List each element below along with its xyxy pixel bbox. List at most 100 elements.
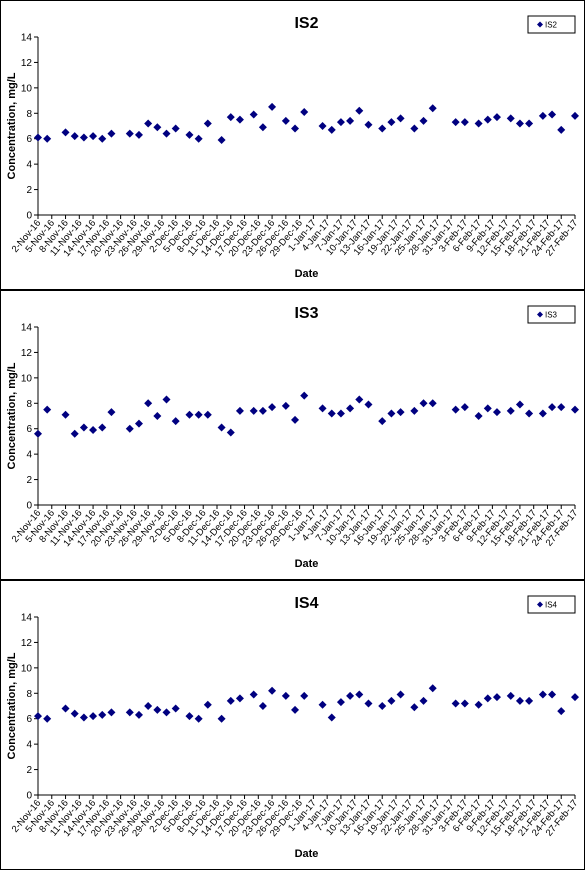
data-point bbox=[336, 118, 345, 127]
data-point bbox=[98, 423, 107, 432]
data-point bbox=[226, 113, 235, 122]
data-point bbox=[226, 696, 235, 705]
data-point bbox=[428, 684, 437, 693]
data-point bbox=[43, 405, 52, 414]
data-point bbox=[474, 119, 483, 128]
data-point bbox=[396, 114, 405, 123]
legend-label: IS4 bbox=[545, 601, 558, 610]
y-tick-label: 2 bbox=[26, 185, 32, 196]
data-point bbox=[378, 702, 387, 710]
data-point bbox=[291, 415, 300, 424]
y-tick-label: 6 bbox=[26, 134, 32, 145]
legend-marker bbox=[537, 601, 543, 608]
data-point bbox=[557, 707, 566, 716]
data-point bbox=[89, 425, 98, 434]
y-tick-label: 0 bbox=[26, 211, 32, 222]
y-tick-label: 2 bbox=[26, 765, 32, 776]
data-point bbox=[249, 110, 258, 119]
data-point bbox=[107, 708, 116, 717]
data-point bbox=[194, 410, 203, 419]
data-point bbox=[144, 119, 153, 128]
data-point bbox=[428, 104, 437, 113]
data-point bbox=[571, 111, 579, 120]
data-point bbox=[428, 399, 437, 408]
data-point bbox=[79, 713, 88, 722]
data-point bbox=[43, 714, 52, 723]
panel-border bbox=[0, 0, 585, 290]
chart-panel: IS3024681012142-Nov-165-Nov-168-Nov-1611… bbox=[0, 290, 585, 580]
data-point bbox=[318, 404, 327, 413]
y-tick-label: 10 bbox=[21, 663, 33, 674]
data-point bbox=[153, 412, 162, 420]
y-tick-label: 14 bbox=[21, 323, 33, 334]
data-point bbox=[171, 704, 180, 713]
data-point bbox=[410, 406, 419, 415]
y-tick-label: 2 bbox=[26, 475, 32, 486]
data-point bbox=[107, 129, 116, 138]
data-point bbox=[217, 714, 226, 723]
data-point bbox=[79, 423, 88, 432]
data-point bbox=[571, 693, 579, 702]
data-point bbox=[492, 113, 501, 122]
data-point bbox=[281, 401, 290, 410]
data-point bbox=[98, 710, 107, 719]
data-point bbox=[410, 124, 419, 133]
data-point bbox=[43, 134, 52, 143]
data-point bbox=[460, 699, 469, 708]
y-tick-label: 4 bbox=[26, 450, 32, 461]
data-point bbox=[492, 693, 501, 702]
data-point bbox=[185, 712, 194, 721]
data-point bbox=[419, 116, 428, 125]
legend-label: IS2 bbox=[545, 21, 558, 30]
y-tick-label: 6 bbox=[26, 714, 32, 725]
data-point bbox=[249, 690, 258, 699]
data-point bbox=[318, 700, 327, 709]
legend-box bbox=[527, 595, 576, 614]
y-tick-label: 8 bbox=[26, 399, 32, 410]
data-point bbox=[125, 424, 134, 433]
data-point bbox=[506, 114, 515, 123]
data-point bbox=[235, 694, 244, 703]
panel-border bbox=[0, 290, 585, 580]
data-point bbox=[171, 124, 180, 133]
data-point bbox=[327, 409, 336, 418]
y-tick-label: 14 bbox=[21, 613, 33, 624]
chart-title: IS3 bbox=[294, 305, 318, 322]
data-point bbox=[410, 703, 419, 712]
data-point bbox=[291, 124, 300, 133]
data-point bbox=[162, 395, 171, 404]
data-point bbox=[557, 125, 566, 134]
data-point bbox=[364, 120, 373, 129]
data-point bbox=[318, 122, 327, 130]
data-point bbox=[300, 391, 309, 400]
data-point bbox=[355, 106, 364, 115]
data-point bbox=[378, 124, 387, 133]
data-point bbox=[506, 691, 515, 700]
data-point bbox=[548, 110, 557, 119]
data-point bbox=[98, 134, 107, 143]
data-point bbox=[396, 690, 405, 699]
y-axis-title: Concentration, mg/L bbox=[6, 652, 18, 759]
data-point bbox=[185, 130, 194, 139]
data-point bbox=[483, 694, 492, 703]
data-point bbox=[460, 118, 469, 127]
data-point bbox=[300, 108, 309, 117]
data-point bbox=[185, 410, 194, 419]
data-point bbox=[451, 405, 460, 414]
y-tick-label: 0 bbox=[26, 501, 32, 512]
data-point bbox=[134, 130, 143, 139]
data-point bbox=[79, 133, 88, 142]
data-point bbox=[258, 123, 267, 132]
data-point bbox=[70, 429, 79, 438]
data-point bbox=[268, 403, 277, 412]
data-point bbox=[538, 111, 547, 120]
x-axis-title: Date bbox=[295, 268, 319, 280]
data-point bbox=[34, 429, 42, 438]
data-point bbox=[451, 118, 460, 127]
data-point bbox=[364, 400, 373, 409]
data-point bbox=[61, 704, 70, 713]
y-tick-label: 10 bbox=[21, 83, 33, 94]
data-point bbox=[249, 406, 258, 415]
data-point bbox=[226, 428, 235, 437]
data-point bbox=[571, 405, 579, 414]
